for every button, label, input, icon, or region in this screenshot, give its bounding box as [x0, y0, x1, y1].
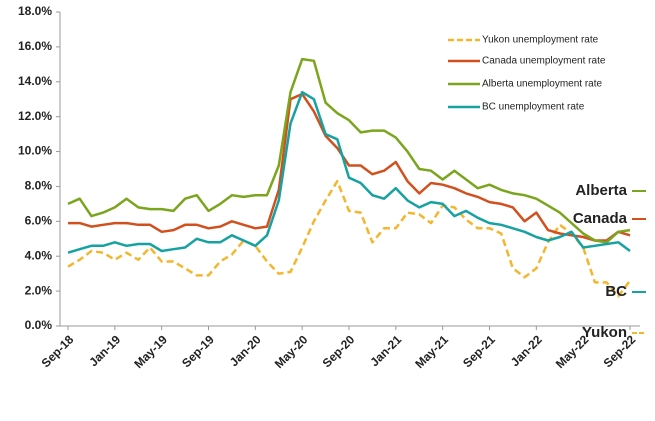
legend-label: Yukon unemployment rate: [482, 35, 599, 46]
x-tick-label: Sep-18: [39, 332, 77, 370]
y-tick-label: 16.0%: [18, 39, 52, 53]
legend-label: Canada unemployment rate: [482, 56, 606, 67]
x-tick-label: Sep-20: [320, 332, 358, 370]
y-tick-label: 18.0%: [18, 4, 52, 18]
y-tick-label: 4.0%: [25, 248, 53, 262]
end-label: Yukon: [582, 324, 627, 341]
y-tick-label: 8.0%: [25, 179, 53, 193]
x-tick-label: Sep-19: [179, 332, 217, 370]
series-line: [68, 92, 631, 242]
legend-label: Alberta unemployment rate: [482, 79, 603, 90]
y-tick-label: 2.0%: [25, 283, 53, 297]
series-line: [67, 90, 631, 254]
series-line: [67, 179, 632, 298]
x-tick-label: May-21: [412, 332, 451, 371]
legend-label: BC unemployment rate: [482, 102, 585, 113]
x-tick-label: May-20: [272, 332, 311, 371]
end-label: BC: [605, 283, 627, 300]
y-tick-label: 0.0%: [25, 318, 53, 332]
y-tick-label: 10.0%: [18, 144, 52, 158]
x-tick-label: May-19: [131, 332, 170, 371]
x-tick-label: Jan-20: [227, 332, 264, 369]
x-tick-label: Jan-21: [367, 332, 404, 369]
y-tick-label: 12.0%: [18, 109, 52, 123]
end-label: Canada: [573, 210, 628, 227]
y-tick-label: 6.0%: [25, 214, 53, 228]
series-line: [67, 57, 631, 244]
y-tick-label: 14.0%: [18, 74, 52, 88]
end-label: Alberta: [575, 182, 627, 199]
x-tick-label: Jan-19: [86, 332, 123, 369]
x-tick-label: Sep-21: [460, 332, 498, 370]
x-tick-label: Jan-22: [508, 332, 545, 369]
